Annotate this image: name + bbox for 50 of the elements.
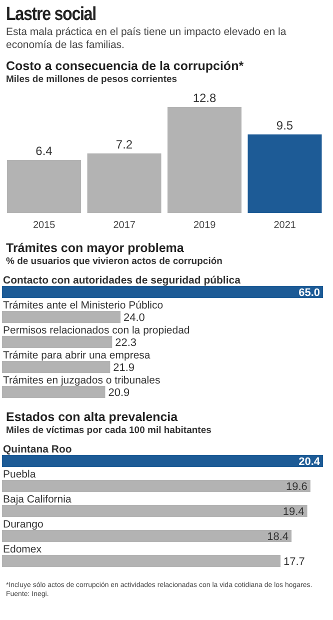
x-tick-label: 2017 <box>113 220 136 232</box>
bar <box>2 311 121 324</box>
chart-title: Costo a consecuencia de la corrupción* <box>6 59 245 74</box>
y-tick-label: Baja California <box>3 494 72 506</box>
y-tick-label: Puebla <box>3 468 36 481</box>
bar <box>7 160 81 214</box>
bar <box>2 480 310 492</box>
chart-subtitle: % de usuarios que vivieron actos de corrupción <box>6 256 224 268</box>
data-label: 18.4 <box>267 531 289 544</box>
chart-subtitle: Miles de víctimas por cada 100 mil habitantes <box>6 425 212 436</box>
data-label: 20.4 <box>298 456 321 468</box>
data-label: 12.8 <box>192 91 216 106</box>
bar <box>2 530 292 542</box>
bar <box>2 286 323 298</box>
y-tick-label: Permisos relacionados con la propiedad <box>3 324 190 337</box>
x-tick-label: 2021 <box>274 220 296 232</box>
bar <box>2 455 323 468</box>
bar <box>87 154 162 214</box>
bar <box>2 361 110 374</box>
data-label: 22.3 <box>115 337 137 350</box>
data-label: 24.0 <box>124 312 145 324</box>
data-label: 20.9 <box>108 387 130 400</box>
chart-title: Estados con alta prevalencia <box>6 410 179 424</box>
y-tick-label: Quintana Roo <box>3 444 72 456</box>
data-label: 17.7 <box>284 556 305 568</box>
data-label: 7.2 <box>116 138 133 152</box>
data-label: 6.4 <box>36 144 53 158</box>
text: Esta mala práctica en el país tiene un impacto elevado en la economía de las familias. <box>6 26 288 52</box>
data-label: 19.4 <box>282 506 304 518</box>
data-label: 65.0 <box>298 287 320 300</box>
y-tick-label: Trámite para abrir una empresa <box>3 350 150 362</box>
bar <box>2 555 281 568</box>
y-tick-label: Edomex <box>3 544 42 556</box>
text: Lastre social <box>6 4 97 26</box>
data-label: 9.5 <box>276 118 294 133</box>
bar <box>2 386 106 398</box>
chart-subtitle: Miles de millones de pesos corrientes <box>6 74 178 86</box>
data-label: 19.6 <box>286 481 308 494</box>
data-label: 21.9 <box>113 362 135 374</box>
y-tick-label: Durango <box>3 518 44 531</box>
chart-title: Trámites con mayor problema <box>6 241 185 256</box>
bar <box>168 107 242 214</box>
bar <box>2 505 308 518</box>
bar <box>248 134 322 214</box>
x-tick-label: 2015 <box>33 220 56 232</box>
y-tick-label: Trámites en juzgados o tribunales <box>3 374 160 387</box>
x-tick-label: 2019 <box>194 220 216 232</box>
y-tick-label: Trámites ante el Ministerio Público <box>3 300 164 312</box>
bar <box>2 336 112 348</box>
y-tick-label: Contacto con autoridades de seguridad pública <box>3 274 241 287</box>
